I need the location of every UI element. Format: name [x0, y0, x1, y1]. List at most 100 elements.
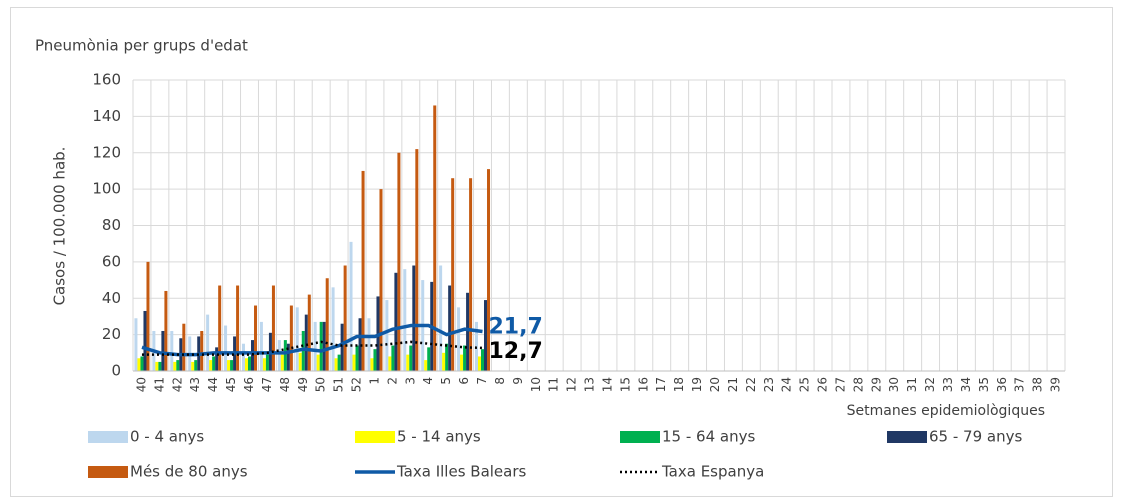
x-tick-label: 31 [905, 377, 919, 392]
bar [448, 285, 452, 371]
x-tick-label: 42 [170, 377, 184, 392]
x-tick-label: 33 [941, 377, 955, 392]
y-tick-label: 20 [102, 325, 121, 343]
legend-label: Taxa Espanya [661, 463, 764, 481]
bar [158, 361, 162, 371]
bar [176, 360, 180, 371]
bar [262, 358, 266, 371]
bar [409, 345, 413, 371]
y-tick-label: 80 [102, 216, 121, 234]
x-tick-label: 48 [278, 377, 292, 392]
x-tick-label: 9 [511, 377, 525, 385]
bar [394, 272, 398, 371]
bar [283, 340, 287, 371]
bar [477, 356, 481, 371]
bar [337, 354, 341, 371]
bar [215, 347, 219, 371]
y-axis-label: Casos / 100.000 hab. [51, 147, 69, 306]
x-tick-label: 36 [995, 377, 1009, 392]
bar [379, 189, 383, 371]
end-label: 21,7 [489, 315, 543, 340]
bar [191, 361, 195, 371]
bar [209, 360, 213, 371]
bar [474, 321, 478, 371]
x-tick-label: 22 [744, 377, 758, 392]
bar [164, 290, 168, 371]
bar [161, 330, 165, 371]
legend-swatch [887, 431, 927, 443]
bar [427, 347, 431, 371]
x-tick-label: 5 [439, 377, 453, 385]
bar [146, 261, 150, 371]
bar [227, 360, 231, 371]
x-tick-label: 43 [188, 377, 202, 392]
bar [206, 314, 210, 371]
bar [469, 178, 473, 371]
bar [218, 285, 222, 371]
bar [280, 354, 284, 371]
bar [134, 318, 138, 371]
bar [259, 321, 263, 371]
bar [355, 345, 359, 371]
y-tick-label: 100 [92, 180, 121, 198]
bar [460, 354, 464, 371]
legend-label: 5 - 14 anys [397, 428, 481, 446]
bar [316, 354, 320, 371]
x-tick-label: 25 [798, 377, 812, 392]
legend-swatch [620, 431, 660, 443]
bar [373, 349, 377, 371]
x-tick-label: 49 [296, 377, 310, 392]
bar [319, 321, 323, 371]
x-tick-label: 1 [367, 377, 381, 385]
x-tick-label: 3 [403, 377, 417, 385]
bar [286, 343, 290, 371]
x-tick-label: 18 [672, 377, 686, 392]
x-tick-label: 52 [350, 377, 364, 392]
bar [212, 356, 216, 371]
legend-label: 65 - 79 anys [929, 428, 1022, 446]
bar [361, 170, 365, 371]
bar [406, 354, 410, 371]
bar [236, 285, 240, 371]
bar [457, 307, 461, 371]
x-tick-label: 7 [475, 377, 489, 385]
x-tick-label: 15 [618, 377, 632, 392]
bar [412, 265, 416, 371]
x-tick-label: 6 [457, 377, 471, 385]
bar [391, 345, 395, 371]
x-tick-label: 2 [385, 377, 399, 385]
bar [367, 318, 371, 371]
x-tick-label: 45 [224, 377, 238, 392]
bar [241, 343, 245, 371]
bar [334, 358, 338, 371]
bar [247, 356, 252, 371]
chart-title: Pneumònia per grups d'edat [35, 37, 248, 55]
bar [277, 340, 281, 371]
bar [155, 361, 159, 371]
bar [304, 314, 308, 371]
bar [230, 360, 234, 371]
legend-label: 15 - 64 anys [662, 428, 755, 446]
x-axis-label: Setmanes epidemiològiques [847, 403, 1045, 419]
bar [424, 360, 428, 371]
bar [349, 241, 353, 371]
bar [340, 323, 344, 371]
bar [385, 300, 389, 371]
end-label: 12,7 [489, 339, 543, 364]
legend-swatch [88, 466, 128, 478]
x-tick-label: 26 [816, 377, 830, 392]
x-tick-label: 27 [833, 377, 847, 392]
bar [331, 287, 335, 371]
x-tick-label: 46 [242, 377, 256, 392]
bar [466, 292, 470, 371]
legend-label: 0 - 4 anys [130, 428, 204, 446]
x-tick-label: 29 [869, 377, 883, 392]
y-tick-label: 160 [92, 71, 121, 89]
x-tick-label: 30 [887, 377, 901, 392]
x-tick-label: 37 [1013, 377, 1027, 392]
bar [451, 178, 455, 371]
bar [397, 152, 401, 371]
x-tick-label: 47 [260, 377, 274, 392]
bar [463, 345, 467, 371]
